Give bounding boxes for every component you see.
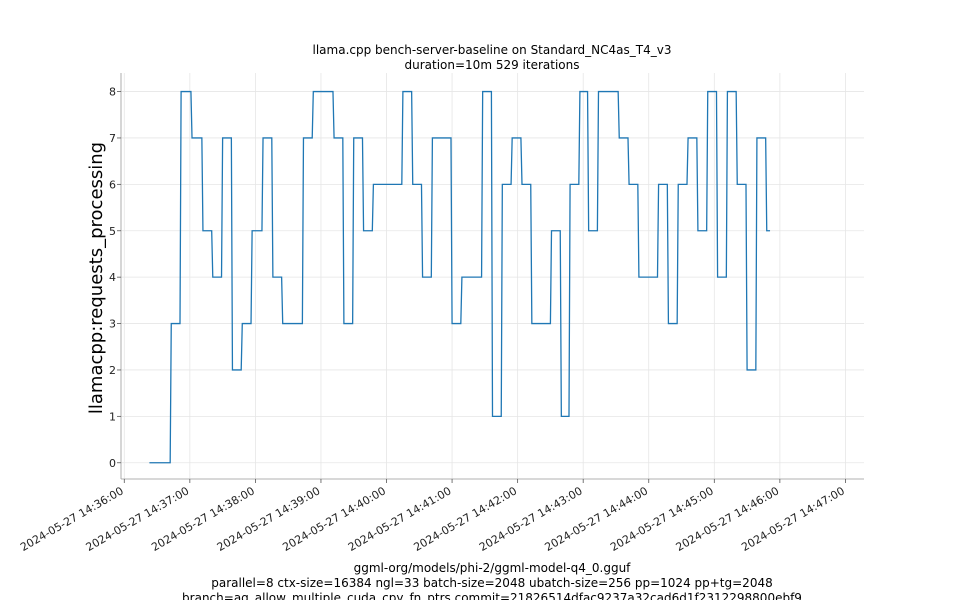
- y-tick-label: 0: [109, 457, 116, 470]
- footer-commit: branch=ag_allow_multiple_cuda_cpy_fn_ptr…: [182, 591, 802, 600]
- y-tick-label: 7: [109, 132, 116, 145]
- chart-subtitle: duration=10m 529 iterations: [405, 58, 580, 72]
- y-tick-label: 5: [109, 225, 116, 238]
- footer-params: parallel=8 ctx-size=16384 ngl=33 batch-s…: [211, 576, 772, 590]
- series-layer: [149, 90, 771, 464]
- y-tick-label: 1: [109, 410, 116, 423]
- y-tick-label: 6: [109, 178, 116, 191]
- y-axis-ticks: 0 1 2 3 4 5 6 7 8: [109, 86, 121, 470]
- chart-title: llama.cpp bench-server-baseline on Stand…: [313, 43, 672, 57]
- y-axis-label: llamacpp:requests_processing: [86, 142, 107, 414]
- x-tick-label: 2024-05-27 14:36:00: [18, 484, 126, 554]
- y-tick-label: 3: [109, 318, 116, 331]
- series-line: [149, 90, 771, 464]
- axes: [120, 73, 864, 480]
- y-tick-label: 8: [109, 86, 116, 99]
- y-tick-label: 4: [109, 271, 116, 284]
- footer-model: ggml-org/models/phi-2/ggml-model-q4_0.gg…: [354, 561, 632, 575]
- y-tick-label: 2: [109, 364, 116, 377]
